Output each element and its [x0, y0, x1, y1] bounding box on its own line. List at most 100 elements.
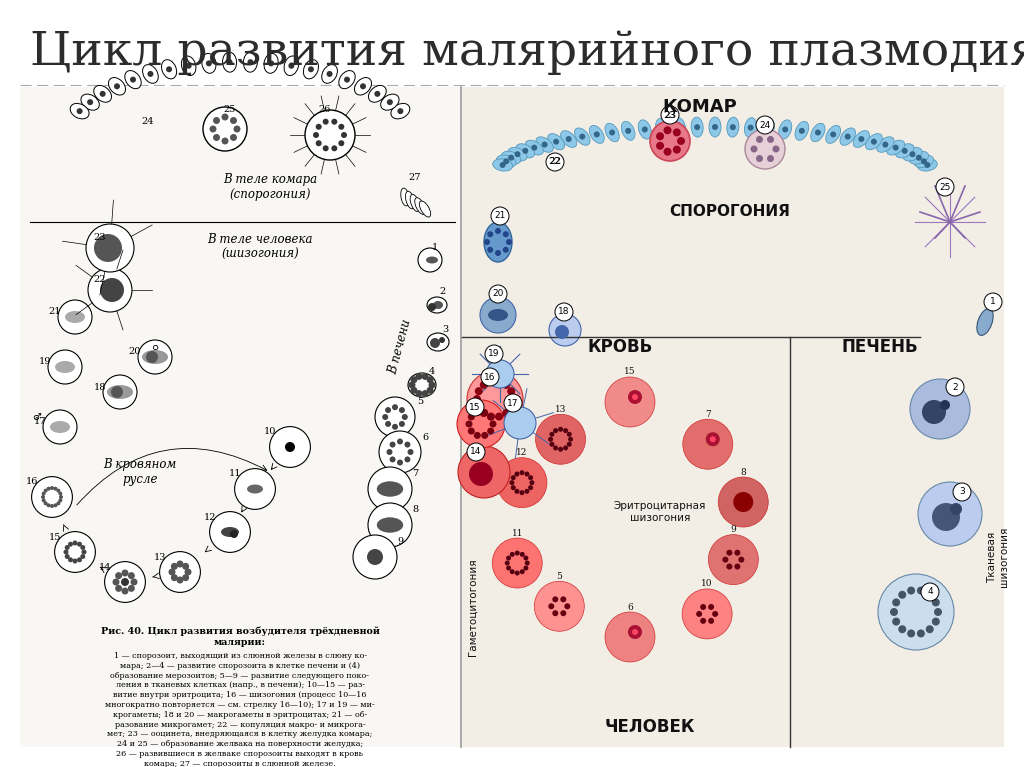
Circle shape: [344, 77, 350, 83]
Circle shape: [772, 146, 779, 153]
Circle shape: [130, 578, 137, 585]
Ellipse shape: [877, 137, 894, 153]
Ellipse shape: [400, 188, 410, 206]
Text: 3: 3: [959, 488, 965, 496]
Circle shape: [558, 426, 563, 432]
Circle shape: [700, 618, 707, 624]
Circle shape: [553, 446, 558, 450]
Text: В кровяном
русле: В кровяном русле: [103, 458, 176, 486]
Circle shape: [171, 574, 178, 581]
Text: В теле человека
(шизогония): В теле человека (шизогония): [207, 233, 312, 261]
Circle shape: [41, 495, 45, 499]
Circle shape: [542, 142, 548, 147]
Circle shape: [495, 413, 503, 420]
Circle shape: [940, 400, 950, 410]
Circle shape: [56, 489, 60, 492]
Circle shape: [269, 426, 310, 467]
Circle shape: [206, 61, 212, 67]
Circle shape: [605, 377, 655, 427]
Circle shape: [910, 379, 970, 439]
Ellipse shape: [408, 373, 436, 397]
Circle shape: [44, 489, 48, 492]
Circle shape: [664, 127, 672, 134]
Circle shape: [58, 492, 62, 495]
Circle shape: [138, 340, 172, 374]
Text: 2: 2: [439, 288, 445, 297]
Text: 19: 19: [488, 350, 500, 358]
Circle shape: [502, 409, 510, 417]
Ellipse shape: [536, 137, 553, 153]
Ellipse shape: [162, 60, 176, 79]
Text: Гаметоцитогония: Гаметоцитогония: [468, 558, 478, 656]
Circle shape: [411, 376, 418, 384]
Ellipse shape: [109, 77, 126, 95]
Circle shape: [650, 121, 690, 161]
Circle shape: [408, 449, 414, 455]
Ellipse shape: [71, 104, 89, 119]
Circle shape: [368, 503, 412, 547]
Ellipse shape: [377, 482, 403, 497]
Text: 23: 23: [664, 110, 677, 120]
Circle shape: [58, 499, 62, 502]
Circle shape: [409, 381, 416, 389]
Circle shape: [113, 578, 120, 585]
Circle shape: [510, 569, 515, 574]
Text: 25: 25: [224, 104, 237, 114]
Ellipse shape: [484, 222, 512, 262]
Circle shape: [548, 436, 553, 442]
Circle shape: [77, 558, 82, 562]
Circle shape: [248, 59, 253, 65]
Circle shape: [628, 625, 642, 639]
Text: ПЕЧЕНЬ: ПЕЧЕНЬ: [842, 338, 919, 356]
Ellipse shape: [502, 151, 521, 164]
Circle shape: [550, 432, 554, 436]
Circle shape: [114, 84, 120, 89]
Circle shape: [658, 125, 665, 131]
Circle shape: [594, 131, 600, 137]
Circle shape: [468, 427, 475, 435]
Circle shape: [756, 116, 774, 134]
Ellipse shape: [865, 133, 883, 150]
Circle shape: [926, 625, 934, 634]
Bar: [20, 87, 460, 747]
Circle shape: [503, 231, 509, 237]
Circle shape: [487, 247, 494, 253]
Ellipse shape: [488, 309, 508, 321]
Ellipse shape: [181, 56, 196, 75]
Circle shape: [53, 503, 57, 507]
Circle shape: [662, 106, 679, 124]
Text: 6: 6: [627, 603, 633, 611]
Circle shape: [73, 541, 78, 545]
Circle shape: [515, 571, 520, 575]
Circle shape: [893, 145, 899, 150]
Bar: [462, 87, 1004, 747]
Text: 22: 22: [549, 157, 561, 166]
Text: 4: 4: [927, 588, 933, 597]
Circle shape: [32, 476, 73, 518]
Ellipse shape: [339, 71, 355, 89]
Circle shape: [509, 480, 514, 486]
Circle shape: [553, 428, 558, 433]
Text: 16: 16: [484, 373, 496, 381]
Circle shape: [308, 66, 314, 72]
Circle shape: [632, 394, 638, 400]
Circle shape: [50, 504, 54, 508]
Circle shape: [77, 542, 82, 547]
Circle shape: [642, 127, 648, 133]
Text: 21: 21: [49, 308, 61, 317]
Text: 1: 1: [432, 242, 438, 252]
Circle shape: [487, 427, 495, 435]
Circle shape: [399, 421, 404, 427]
Circle shape: [489, 420, 497, 427]
Circle shape: [799, 128, 805, 133]
Circle shape: [552, 611, 558, 616]
Circle shape: [416, 373, 423, 380]
Text: 5: 5: [556, 571, 562, 581]
Circle shape: [733, 492, 754, 512]
Circle shape: [42, 492, 46, 495]
Circle shape: [428, 381, 435, 389]
Ellipse shape: [303, 60, 318, 79]
Circle shape: [506, 555, 511, 561]
Circle shape: [514, 151, 520, 157]
Circle shape: [734, 550, 740, 556]
